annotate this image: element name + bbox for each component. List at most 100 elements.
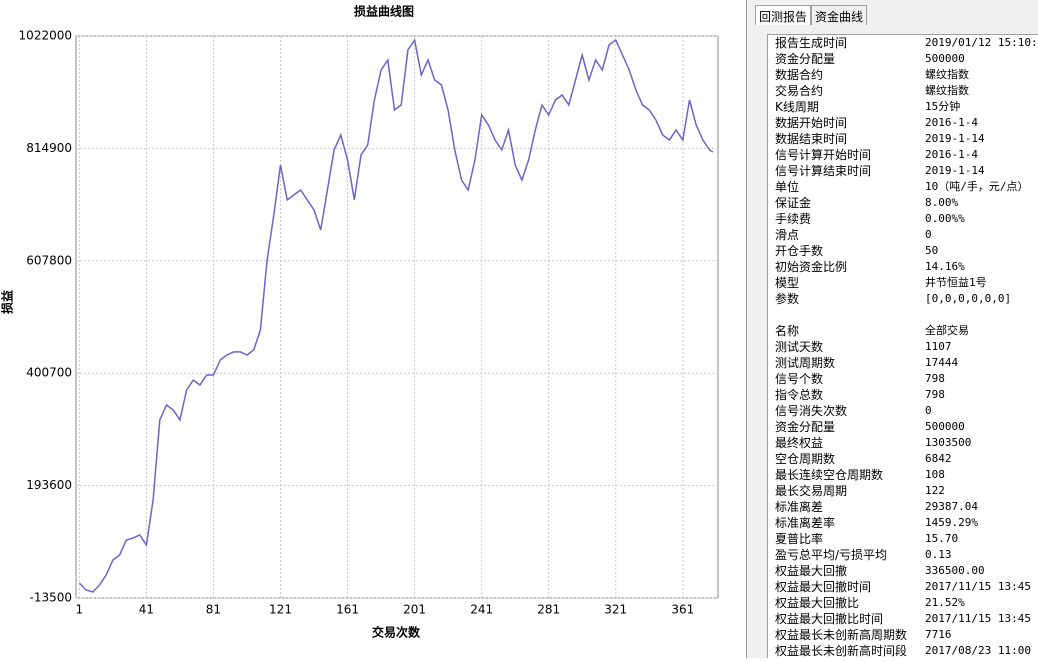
report-row: 夏普比率 15.70 (768, 531, 1038, 547)
row-label: 模型 (775, 276, 800, 290)
row-value: 螺纹指数 (925, 68, 969, 81)
report-row: 权益最大回撤比 21.52% (768, 595, 1038, 611)
report-row: 信号消失次数 0 (768, 403, 1038, 419)
report-row: 盈亏总平均/亏损平均 0.13 (768, 547, 1038, 563)
report-row: 标准离差 29387.04 (768, 499, 1038, 515)
report-row: 空仓周期数 6842 (768, 451, 1038, 467)
x-tick-label: 1 (76, 603, 84, 617)
y-axis-label: 损益 (0, 290, 15, 314)
row-value: 500000 (925, 420, 965, 433)
row-value: 2017/11/15 13:45 (925, 580, 1031, 593)
report-row: 信号计算开始时间 2016-1-4 (768, 147, 1038, 163)
row-value: 21.52% (925, 596, 965, 609)
row-value: 2019-1-14 (925, 132, 985, 145)
y-tick-label: 607800 (26, 253, 72, 267)
row-label: 夏普比率 (775, 532, 824, 546)
row-label: 参数 (775, 292, 800, 306)
row-label: K线周期 (775, 100, 819, 114)
row-value: 2016-1-4 (925, 148, 978, 161)
report-row: 初始资金比例 14.16% (768, 259, 1038, 275)
row-value: 2017/11/15 13:45 (925, 612, 1031, 625)
tab[interactable]: 回测报告 (755, 5, 812, 25)
x-tick-label: 321 (604, 603, 627, 617)
report-row: 权益最大回撤比时间 2017/11/15 13:45 (768, 611, 1038, 627)
y-tick-label: 814900 (26, 141, 72, 155)
tabs: 回测报告 资金曲线 (755, 5, 868, 25)
row-value: 29387.04 (925, 500, 978, 513)
row-value: 2017/08/23 11:00 - (925, 644, 1038, 657)
report-row: 交易合约 螺纹指数 (768, 83, 1038, 99)
x-axis-label: 交易次数 (372, 625, 421, 640)
row-label: 开仓手数 (775, 244, 824, 258)
row-value: 0.13 (925, 548, 952, 561)
x-tick-label: 41 (139, 603, 154, 617)
x-tick-label: 81 (206, 603, 221, 617)
row-label: 滑点 (775, 228, 800, 242)
report-row: 测试周期数 17444 (768, 355, 1038, 371)
row-label: 盈亏总平均/亏损平均 (775, 548, 888, 562)
report-row: K线周期 15分钟 (768, 99, 1038, 115)
row-value: 10（吨/手，元/点） (925, 180, 1029, 193)
row-value: 798 (925, 372, 945, 385)
row-value: 15分钟 (925, 100, 961, 113)
row-value: 全部交易 (925, 324, 969, 337)
report-row: 名称 全部交易 (768, 323, 1038, 339)
row-label: 信号消失次数 (775, 404, 848, 418)
row-label: 保证金 (775, 196, 812, 210)
row-label: 最长连续空仓周期数 (775, 468, 884, 482)
row-label: 初始资金比例 (775, 260, 848, 274)
separator (768, 307, 1038, 323)
report-row: 权益最长未创新高时间段 2017/08/23 11:00 - (768, 643, 1038, 658)
report-row: 指令总数 798 (768, 387, 1038, 403)
report-row: 资金分配量 500000 (768, 51, 1038, 67)
x-tick-label: 281 (537, 603, 560, 617)
row-value: 井节恒益1号 (925, 276, 987, 289)
equity-line (78, 38, 714, 593)
row-value: 17444 (925, 356, 959, 369)
row-value: 50 (925, 244, 939, 257)
row-label: 数据结束时间 (775, 132, 848, 146)
row-label: 资金分配量 (775, 420, 836, 434)
row-value: 0.00%% (925, 212, 965, 225)
row-label: 资金分配量 (775, 52, 836, 66)
row-value: 15.70 (925, 532, 959, 545)
report-row: 信号计算结束时间 2019-1-14 (768, 163, 1038, 179)
row-value: 2016-1-4 (925, 116, 978, 129)
report-row: 报告生成时间 2019/01/12 15:10:38 (768, 35, 1038, 51)
row-label: 信号个数 (775, 372, 824, 386)
row-label: 信号计算开始时间 (775, 148, 872, 162)
row-value: 14.16% (925, 260, 965, 273)
row-label: 测试周期数 (775, 356, 836, 370)
row-value: 螺纹指数 (925, 84, 969, 97)
row-value: 1303500 (925, 436, 972, 449)
row-label: 权益最大回撤比 (775, 596, 860, 610)
tab[interactable]: 资金曲线 (811, 5, 868, 25)
row-label: 交易合约 (775, 84, 824, 98)
row-label: 数据合约 (775, 68, 824, 82)
row-label: 单位 (775, 180, 800, 194)
row-value: 2019-1-14 (925, 164, 985, 177)
row-value: 798 (925, 388, 945, 401)
report-row: 开仓手数 50 (768, 243, 1038, 259)
row-value: 7716 (925, 628, 952, 641)
y-tick-label: 1022000 (19, 29, 72, 43)
plot-area (75, 35, 719, 599)
report-row: 单位 10（吨/手，元/点） (768, 179, 1038, 195)
row-label: 名称 (775, 324, 800, 338)
report-row: 数据结束时间 2019-1-14 (768, 131, 1038, 147)
row-value: 1459.29% (925, 516, 978, 529)
chart-title: 损益曲线图 (354, 4, 414, 19)
report-row: 数据开始时间 2016-1-4 (768, 115, 1038, 131)
row-label: 手续费 (775, 212, 812, 226)
report-row: 权益最长未创新高周期数 7716 (768, 627, 1038, 643)
row-label: 权益最大回撤比时间 (775, 612, 884, 626)
row-label: 权益最长未创新高时间段 (775, 644, 908, 658)
row-value: 2019/01/12 15:10:38 (925, 36, 1038, 49)
row-value: 0 (925, 228, 932, 241)
x-tick-label: 241 (470, 603, 493, 617)
chart: 损益曲线图 交易次数 损益 -13500 193600 400700 607800 81… (0, 4, 719, 640)
report-row: 最终权益 1303500 (768, 435, 1038, 451)
x-tick-label: 161 (336, 603, 359, 617)
